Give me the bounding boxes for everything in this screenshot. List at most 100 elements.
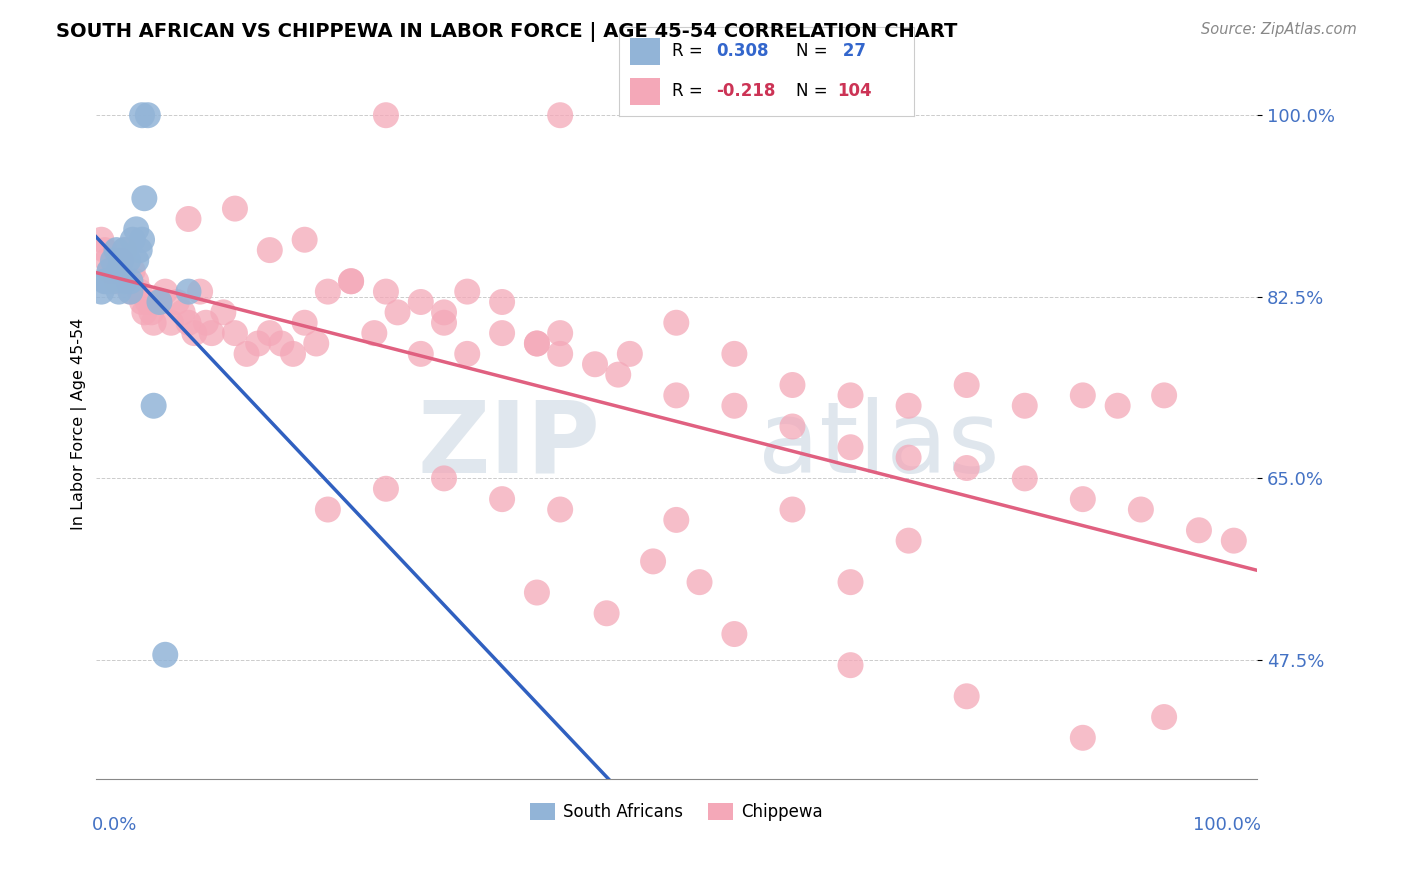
Point	[90, 285, 112, 299]
Point	[96, 274, 118, 288]
Y-axis label: In Labor Force | Age 45-54: In Labor Force | Age 45-54	[72, 318, 87, 530]
Point	[105, 274, 128, 288]
Bar	[630, 38, 659, 65]
Point	[121, 264, 143, 278]
Point	[897, 450, 920, 465]
Point	[107, 264, 129, 278]
Point	[316, 285, 339, 299]
Point	[101, 253, 124, 268]
Point	[1129, 502, 1152, 516]
Point	[90, 233, 112, 247]
Text: 104: 104	[837, 82, 872, 100]
Point	[689, 575, 711, 590]
Point	[117, 253, 139, 268]
Point	[340, 274, 363, 288]
Text: 100.0%: 100.0%	[1192, 815, 1261, 834]
Text: atlas: atlas	[758, 397, 1000, 494]
Point	[456, 347, 478, 361]
Point	[110, 253, 132, 268]
Point	[723, 347, 745, 361]
Point	[491, 295, 513, 310]
Point	[1223, 533, 1246, 548]
Point	[128, 243, 150, 257]
Point	[897, 533, 920, 548]
Point	[224, 326, 246, 340]
Point	[548, 502, 571, 516]
Point	[134, 305, 156, 319]
Text: 0.308: 0.308	[716, 42, 769, 60]
Point	[120, 285, 142, 299]
Point	[235, 347, 257, 361]
Point	[148, 295, 170, 310]
Point	[1071, 492, 1094, 507]
Point	[125, 274, 148, 288]
Point	[1014, 399, 1036, 413]
Point	[110, 253, 132, 268]
Point	[105, 243, 128, 257]
Point	[1188, 523, 1211, 537]
Point	[98, 264, 121, 278]
Point	[641, 554, 664, 568]
Point	[526, 336, 548, 351]
Point	[101, 264, 124, 278]
Point	[98, 264, 121, 278]
Point	[107, 264, 129, 278]
Point	[177, 285, 200, 299]
Point	[172, 305, 194, 319]
Point	[956, 461, 979, 475]
Text: 0.0%: 0.0%	[91, 815, 138, 834]
Point	[665, 388, 688, 402]
Text: ZIP: ZIP	[418, 397, 600, 494]
Point	[409, 295, 432, 310]
Point	[270, 336, 292, 351]
Point	[839, 575, 862, 590]
Point	[194, 316, 217, 330]
Point	[456, 285, 478, 299]
Point	[294, 233, 316, 247]
Point	[956, 690, 979, 704]
Point	[183, 326, 205, 340]
Point	[526, 585, 548, 599]
Point	[259, 243, 281, 257]
Point	[121, 233, 143, 247]
Point	[956, 378, 979, 392]
Text: N =: N =	[796, 82, 832, 100]
Point	[665, 316, 688, 330]
Point	[723, 627, 745, 641]
Point	[96, 253, 118, 268]
Text: -0.218: -0.218	[716, 82, 776, 100]
Point	[548, 347, 571, 361]
Point	[101, 274, 124, 288]
Point	[166, 295, 188, 310]
Point	[141, 305, 163, 319]
Point	[212, 305, 235, 319]
Point	[583, 357, 606, 371]
Point	[94, 243, 117, 257]
Point	[294, 316, 316, 330]
Point	[259, 326, 281, 340]
Point	[723, 399, 745, 413]
Point	[839, 658, 862, 673]
Text: N =: N =	[796, 42, 832, 60]
Point	[374, 482, 396, 496]
Point	[839, 388, 862, 402]
Point	[120, 274, 142, 288]
Point	[125, 253, 148, 268]
Point	[1107, 399, 1129, 413]
Point	[117, 274, 139, 288]
Point	[491, 492, 513, 507]
Point	[155, 285, 177, 299]
Point	[409, 347, 432, 361]
Point	[1014, 471, 1036, 485]
Point	[433, 305, 456, 319]
Point	[128, 285, 150, 299]
Point	[340, 274, 363, 288]
Point	[433, 316, 456, 330]
Point	[131, 233, 153, 247]
Text: Source: ZipAtlas.com: Source: ZipAtlas.com	[1201, 22, 1357, 37]
Point	[387, 305, 409, 319]
Point	[142, 316, 165, 330]
Legend: South Africans, Chippewa: South Africans, Chippewa	[523, 797, 830, 828]
Point	[374, 285, 396, 299]
Point	[148, 295, 170, 310]
